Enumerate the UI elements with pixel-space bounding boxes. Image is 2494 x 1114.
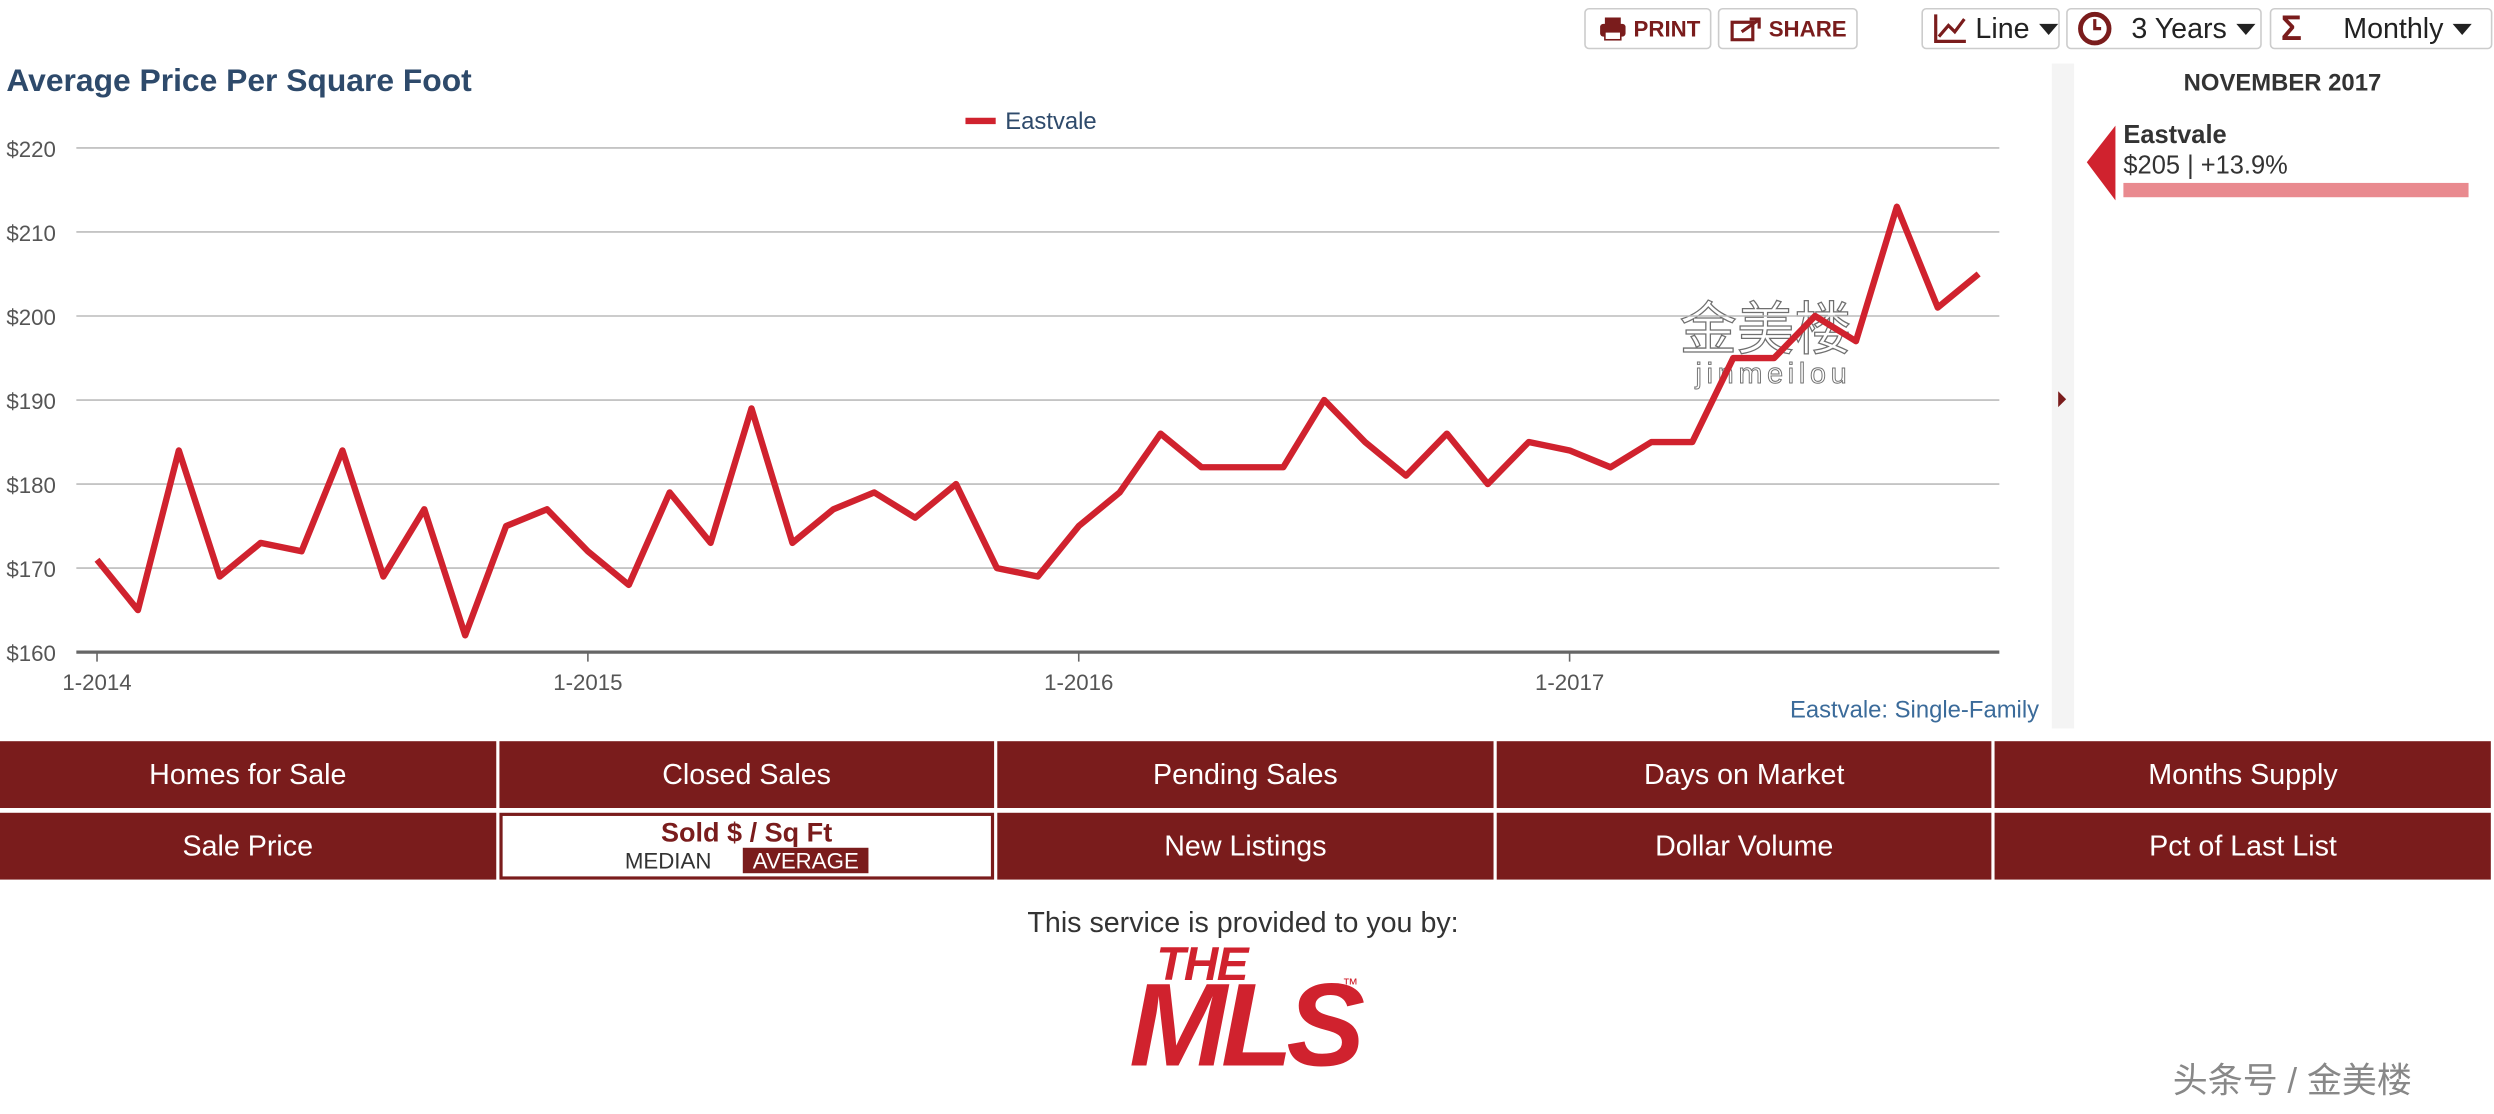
data-line: [94, 203, 1981, 639]
nav-tab[interactable]: Months Supply: [1995, 741, 2491, 809]
tab-label: Sold $ / Sq Ft: [660, 817, 833, 848]
nav-tab[interactable]: Homes for Sale: [0, 741, 496, 809]
panel-toggle[interactable]: [2051, 63, 2075, 729]
nav-tab[interactable]: New Listings: [997, 812, 1494, 880]
interval-dropdown[interactable]: Σ Monthly: [2269, 7, 2493, 50]
chart-title: Average Price Per Square Foot: [6, 62, 472, 98]
chart-type-dropdown[interactable]: Line: [1921, 7, 2060, 50]
x-tick-label: 1-2016: [1044, 670, 1113, 695]
nav-tab[interactable]: Pending Sales: [997, 741, 1494, 809]
nav-tab[interactable]: Closed Sales: [498, 741, 995, 809]
logo-tm: ™: [1342, 976, 1359, 995]
share-icon: [1730, 17, 1761, 42]
nav-tab[interactable]: Sale Price: [0, 812, 496, 880]
x-tick-label: 1-2017: [1535, 670, 1604, 695]
print-icon: [1600, 17, 1626, 41]
y-tick-label: $180: [6, 473, 56, 498]
panel-bar: [2123, 182, 2469, 198]
sigma-icon: Σ: [2280, 7, 2302, 48]
x-tick-label: 1-2015: [553, 670, 622, 695]
toggle-arrow: [2058, 391, 2067, 408]
panel-period: NOVEMBER 2017: [2183, 69, 2382, 98]
x-tick-label: 1-2014: [62, 670, 131, 695]
logo-the: THE: [1156, 938, 1248, 991]
y-tick-label: $160: [6, 641, 56, 666]
chart-type-label: Line: [1975, 11, 2030, 44]
nav-tab[interactable]: Days on Market: [1496, 741, 1993, 809]
y-tick-label: $200: [6, 305, 56, 330]
stat-option[interactable]: MEDIAN: [624, 847, 712, 874]
logo-mls: MLS: [1129, 959, 1365, 1092]
legend-label: Eastvale: [1005, 108, 1096, 135]
chart-caption: Eastvale: Single-Family: [1790, 696, 2039, 723]
range-label: 3 Years: [2131, 11, 2227, 44]
provided-text: This service is provided to you by:: [1027, 906, 1459, 939]
share-label: SHARE: [1768, 15, 1847, 42]
stat-options: MEDIAN AVERAGE: [624, 847, 869, 874]
line-icon: [1934, 14, 1966, 43]
interval-label: Monthly: [2343, 11, 2444, 44]
footer-watermark: 头条号 / 金美楼: [2172, 1060, 2412, 1101]
print-button[interactable]: PRINT: [1584, 7, 1712, 50]
y-tick-label: $190: [6, 389, 56, 414]
stat-option[interactable]: AVERAGE: [743, 847, 869, 874]
chart: Average Price Per Square Foot Eastvale: …: [6, 62, 2039, 723]
nav-tab[interactable]: Pct of Last List: [1995, 812, 2491, 880]
panel-name: Eastvale: [2123, 122, 2227, 150]
clock-icon: [2078, 11, 2112, 46]
range-dropdown[interactable]: 3 Years: [2066, 7, 2262, 50]
y-tick-label: $220: [6, 137, 56, 162]
y-tick-label: $170: [6, 557, 56, 582]
nav-tab[interactable]: Dollar Volume: [1496, 812, 1993, 880]
watermark-cn: 金美楼: [1680, 298, 1852, 362]
panel-summary: $205 | +13.9%: [2123, 152, 2288, 180]
share-button[interactable]: SHARE: [1717, 7, 1858, 50]
nav-tab[interactable]: Sold $ / Sq Ft MEDIAN AVERAGE: [498, 812, 995, 880]
y-tick-label: $210: [6, 221, 56, 246]
panel-pointer: [2086, 125, 2116, 201]
print-label: PRINT: [1633, 15, 1701, 42]
